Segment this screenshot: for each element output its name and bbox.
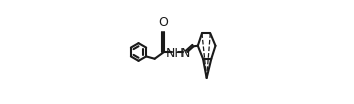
Text: N: N — [181, 47, 190, 59]
Text: O: O — [159, 16, 169, 29]
Text: NH: NH — [165, 47, 184, 59]
